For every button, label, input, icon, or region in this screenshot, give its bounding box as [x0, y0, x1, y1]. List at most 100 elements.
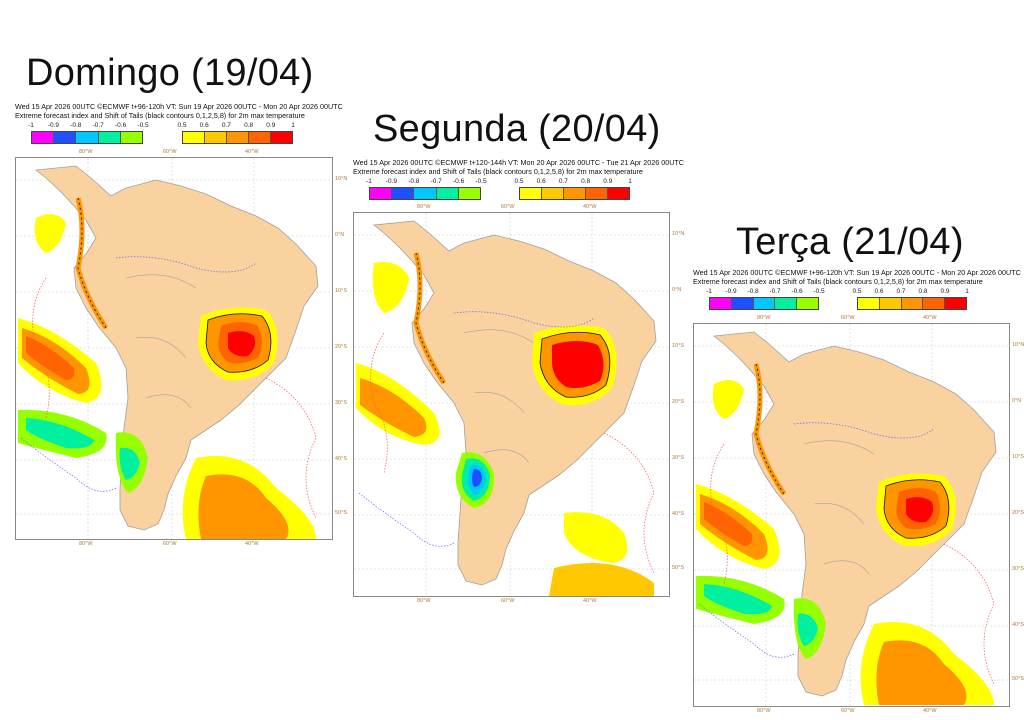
efi-map-segunda: [353, 212, 670, 597]
latitude-label: 40°S: [335, 456, 347, 462]
cold-ticks: -1 -0.9 -0.8 -0.7 -0.6 -0.5: [28, 122, 148, 130]
legend-swatch: [608, 188, 629, 199]
longitude-label: 40°W: [583, 598, 597, 604]
cold-ticks: -1 -0.9 -0.8 -0.7 -0.6 -0.5: [366, 178, 486, 186]
latitude-label: 30°S: [672, 455, 684, 461]
legend-tick: -0.6: [114, 122, 127, 129]
cold-colorbar: [369, 187, 481, 200]
panel-header-line2: Extreme forecast index and Shift of Tail…: [353, 166, 643, 176]
legend-tick: 0.8: [244, 122, 254, 129]
legend-tick: 0.7: [558, 178, 568, 185]
latitude-label: 50°S: [672, 565, 684, 571]
legend-tick: 1: [628, 178, 632, 185]
legend-tick: -1: [366, 178, 372, 185]
longitude-label: 60°W: [841, 708, 855, 714]
legend-tick: -0.8: [408, 178, 420, 185]
legend-tick: -0.9: [47, 122, 59, 129]
efi-legend: -1 -0.9 -0.8 -0.7 -0.6 -0.5 0.5 0.6 0.7 0.8 0.9 1: [15, 122, 351, 146]
warm-ticks: 0.5 0.6 0.7 0.8 0.9 1: [514, 178, 632, 186]
longitude-label: 40°W: [245, 541, 259, 547]
latitude-label: 50°S: [1012, 676, 1024, 682]
legend-swatch: [392, 188, 415, 199]
cold-legend: -1 -0.9 -0.8 -0.7 -0.6 -0.5: [706, 288, 825, 310]
latitude-label: 20°S: [1012, 510, 1024, 516]
longitude-label: 60°W: [501, 598, 515, 604]
legend-tick: 0.6: [199, 122, 209, 129]
latitude-label: 0°N: [1012, 398, 1022, 404]
legend-tick: -0.9: [725, 288, 737, 295]
latitude-label: 10°N: [335, 176, 348, 182]
legend-swatch: [32, 132, 55, 143]
efi-map-terca: [693, 323, 1010, 707]
legend-tick: 0.9: [603, 178, 613, 185]
cold-ticks: -1 -0.9 -0.8 -0.7 -0.6 -0.5: [706, 288, 824, 296]
efi-legend: -1 -0.9 -0.8 -0.7 -0.6 -0.5 0.5 0.6 0.7 0.8 0.9 1: [693, 288, 1024, 312]
legend-tick: 0.9: [940, 288, 950, 295]
legend-tick: -0.8: [747, 288, 759, 295]
longitude-label: 80°W: [757, 708, 771, 714]
legend-swatch: [54, 132, 77, 143]
panel-header-line2: Extreme forecast index and Shift of Tail…: [15, 110, 305, 120]
efi-panel-terca: Wed 15 Apr 2026 00UTC ©ECMWF t+96-120h V…: [693, 268, 1024, 312]
longitude-label: 80°W: [79, 541, 93, 547]
legend-tick: -0.5: [813, 288, 825, 295]
warm-legend: 0.5 0.6 0.7 0.8 0.9 1: [514, 178, 632, 200]
legend-swatch: [370, 188, 393, 199]
latitude-label: 40°S: [1012, 622, 1024, 628]
legend-swatch: [564, 188, 586, 199]
latitude-label: 30°S: [335, 400, 347, 406]
legend-tick: 0.9: [266, 122, 276, 129]
legend-swatch: [520, 188, 542, 199]
title-domingo: Domingo (19/04): [26, 52, 314, 94]
latitude-label: 10°S: [1012, 454, 1024, 460]
cold-colorbar: [709, 297, 819, 310]
warm-colorbar: [182, 131, 293, 144]
legend-swatch: [414, 188, 437, 199]
panel-header-line1: Wed 15 Apr 2026 00UTC ©ECMWF t+96-120h V…: [693, 268, 1021, 277]
legend-swatch: [458, 188, 481, 199]
cold-legend: -1 -0.9 -0.8 -0.7 -0.6 -0.5: [28, 122, 149, 144]
legend-swatch: [586, 188, 608, 199]
legend-tick: -0.6: [791, 288, 803, 295]
legend-swatch: [542, 188, 564, 199]
legend-swatch: [436, 188, 459, 199]
longitude-label: 40°W: [583, 204, 597, 210]
legend-swatch: [98, 132, 121, 143]
legend-tick: -0.7: [769, 288, 781, 295]
legend-swatch: [205, 132, 227, 143]
latitude-label: 20°S: [672, 399, 684, 405]
warm-ticks: 0.5 0.6 0.7 0.8 0.9 1: [177, 122, 294, 130]
longitude-label: 60°W: [841, 315, 855, 321]
longitude-label: 80°W: [417, 204, 431, 210]
warm-colorbar: [519, 187, 630, 200]
longitude-label: 60°W: [501, 204, 515, 210]
legend-tick: 1: [965, 288, 969, 295]
legend-tick: 0.5: [177, 122, 187, 129]
legend-tick: -0.5: [137, 122, 149, 129]
warm-colorbar: [857, 297, 967, 310]
legend-tick: 0.8: [581, 178, 591, 185]
legend-swatch: [731, 298, 754, 309]
legend-tick: -0.7: [430, 178, 442, 185]
longitude-label: 60°W: [163, 149, 177, 155]
legend-swatch: [945, 298, 966, 309]
legend-tick: 0.6: [536, 178, 546, 185]
legend-tick: 0.8: [918, 288, 928, 295]
cold-colorbar: [31, 131, 143, 144]
legend-swatch: [120, 132, 143, 143]
panel-header-line1: Wed 15 Apr 2026 00UTC ©ECMWF t+120-144h …: [353, 158, 684, 167]
legend-tick: -0.7: [92, 122, 104, 129]
warm-legend: 0.5 0.6 0.7 0.8 0.9 1: [177, 122, 295, 144]
latitude-label: 0°N: [672, 287, 682, 293]
latitude-label: 40°S: [672, 511, 684, 517]
legend-tick: 0.7: [221, 122, 231, 129]
longitude-label: 80°W: [79, 149, 93, 155]
latitude-label: 10°N: [1012, 342, 1024, 348]
legend-swatch: [858, 298, 880, 309]
legend-swatch: [227, 132, 249, 143]
cold-legend: -1 -0.9 -0.8 -0.7 -0.6 -0.5: [366, 178, 487, 200]
legend-swatch: [271, 132, 292, 143]
efi-panel-domingo: Wed 15 Apr 2026 00UTC ©ECMWF t+96-120h V…: [15, 102, 351, 146]
warm-ticks: 0.5 0.6 0.7 0.8 0.9 1: [852, 288, 969, 296]
longitude-label: 40°W: [923, 708, 937, 714]
